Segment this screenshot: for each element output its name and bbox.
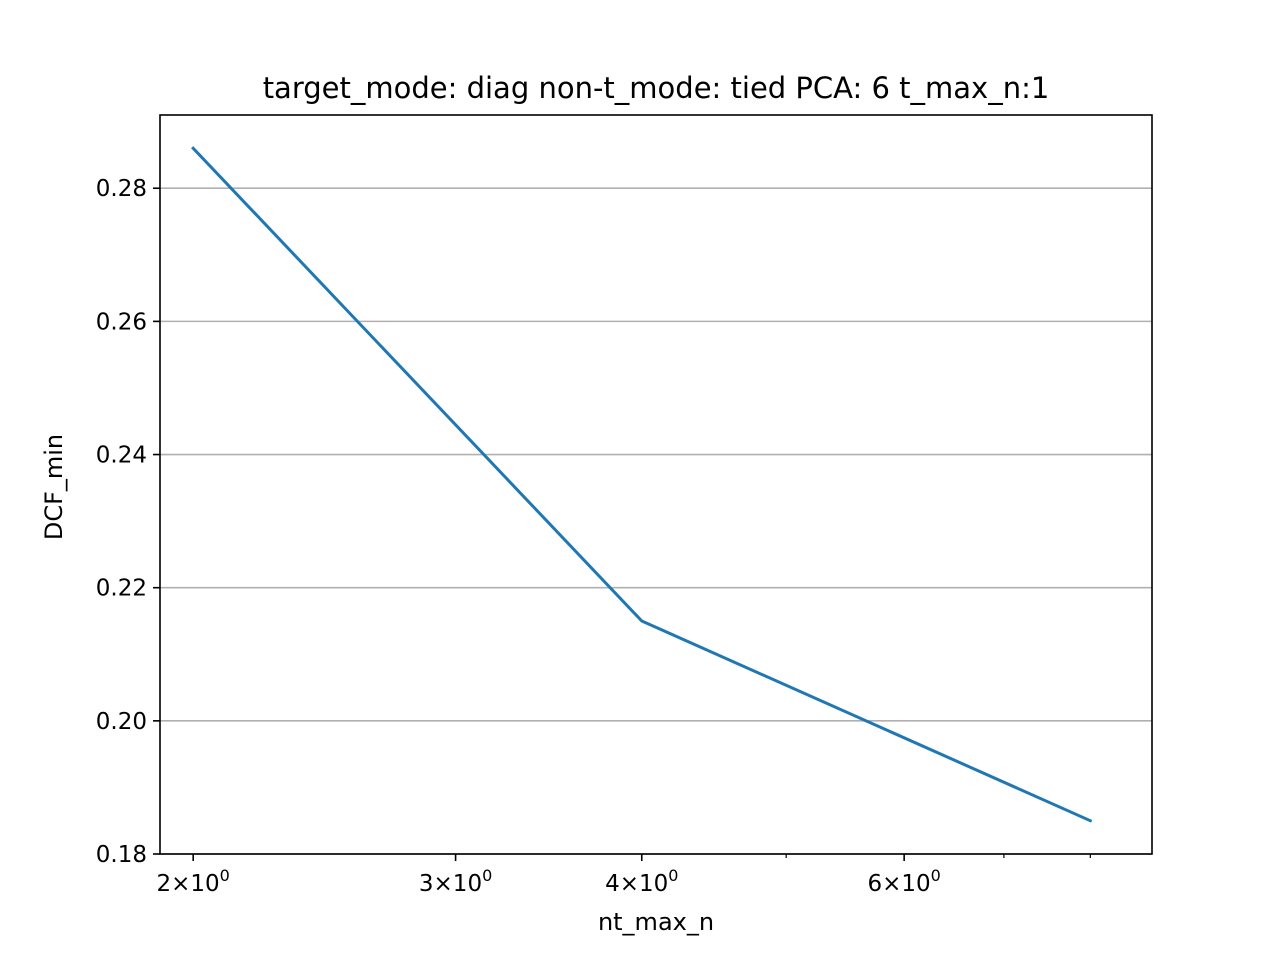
x-tick-label: 4×100 (605, 866, 678, 897)
x-axis-label: nt_max_n (598, 908, 714, 936)
series-line (191, 146, 1093, 823)
chart-title: target_mode: diag non-t_mode: tied PCA: … (263, 71, 1050, 105)
y-tick-label: 0.18 (96, 842, 147, 868)
y-tick-label: 0.20 (96, 709, 147, 735)
y-tick-label: 0.24 (96, 443, 147, 469)
y-axis: 0.18 0.20 0.22 0.24 0.26 0.28 (96, 176, 160, 868)
series-layer (191, 146, 1093, 823)
x-tick-label: 6×100 (867, 866, 940, 897)
y-tick-label: 0.26 (96, 309, 147, 335)
y-tick-label: 0.22 (96, 576, 147, 602)
y-tick-label: 0.28 (96, 176, 147, 202)
x-tick-label: 3×100 (419, 866, 492, 897)
y-axis-label: DCF_min (40, 434, 68, 540)
plot-frame (159, 114, 1153, 855)
x-tick-label: 2×100 (157, 866, 230, 897)
x-axis: 2×100 3×100 4×100 6×100 (157, 854, 1091, 897)
